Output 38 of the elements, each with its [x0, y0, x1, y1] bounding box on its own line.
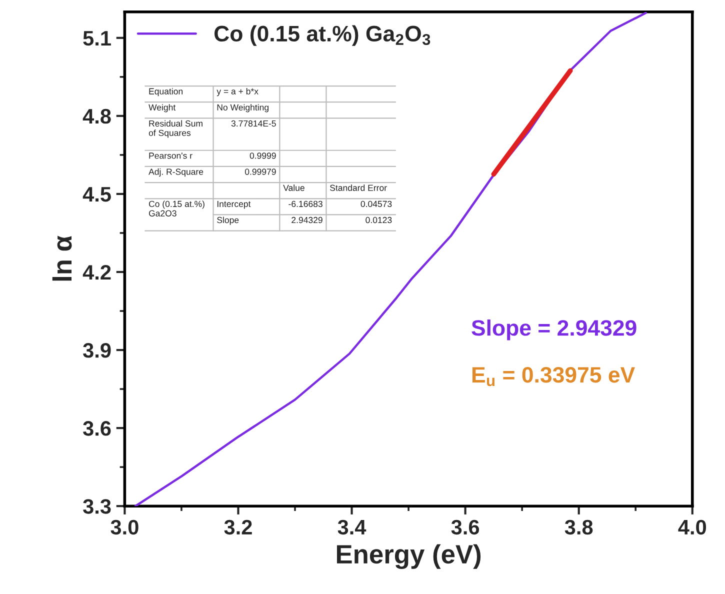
annotation: 3.77814E-5 [231, 120, 276, 127]
annotation: 2.94329 [292, 216, 322, 224]
y-tick-label: 4.2 [82, 264, 111, 280]
line-series [134, 12, 647, 506]
x-tick-label: 4.0 [678, 520, 706, 535]
y-tick-label: 5.1 [83, 31, 111, 46]
x-tick-label: 3.2 [224, 520, 252, 535]
y-tick-label: 4.5 [82, 187, 111, 202]
annotation: y = a + b*x [216, 88, 258, 96]
annotation: 0.99979 [244, 168, 276, 175]
y-tick-label: 3.3 [83, 499, 111, 514]
annotation: 0.04573 [360, 200, 392, 208]
annotation: Adj. R-Square [148, 168, 204, 177]
y-tick-label: 4.8 [82, 108, 111, 124]
x-tick-label: 3.0 [110, 520, 138, 535]
annotation: -6.16683 [288, 200, 322, 208]
annotation: Residual Sum of Squares [148, 120, 202, 138]
annotation: No Weighting [217, 104, 268, 112]
annotation: 0.9999 [250, 152, 276, 159]
y-tick-label: 3.6 [83, 421, 111, 436]
annotation: E$_{u}$ = 0.33975 eV [472, 366, 635, 386]
annotation: Value [283, 184, 304, 191]
annotation: Weight [148, 104, 176, 112]
annotation: 0.0123 [366, 216, 392, 224]
annotation: Slope = 2.94329 [472, 319, 636, 340]
annotation: Co (0.15 at.%) Ga2O3 [148, 200, 204, 216]
y-axis-title: ln α [52, 236, 72, 281]
annotation: Standard Error [330, 184, 387, 191]
annotation: Equation [149, 88, 183, 96]
x-tick-label: 3.4 [338, 520, 366, 535]
x-tick-label: 3.6 [451, 520, 480, 535]
annotation: Pearson's r [149, 152, 192, 159]
y-tick-label: 3.9 [83, 343, 111, 358]
annotation: Slope [217, 216, 239, 225]
legend-label: Co (0.15 at.%) Ga$_{2}$O$_{3}$ [214, 25, 430, 46]
x-axis-title: Energy (eV) [336, 544, 481, 569]
annotation: Intercept [217, 200, 251, 209]
x-tick-label: 3.8 [564, 520, 593, 535]
